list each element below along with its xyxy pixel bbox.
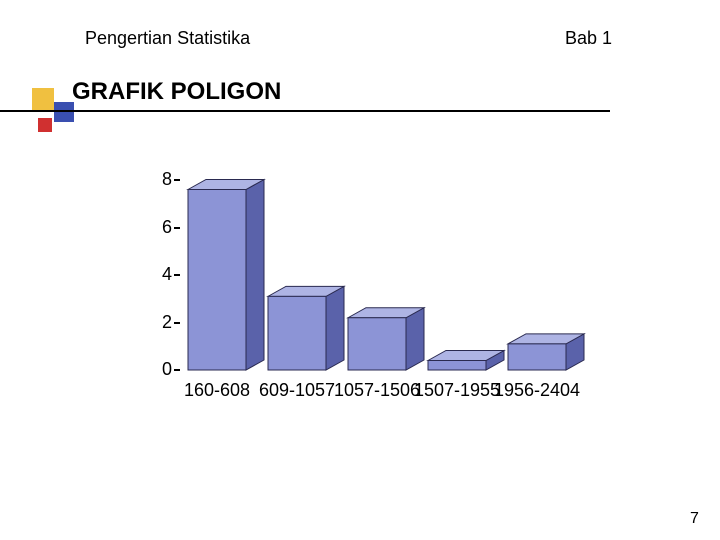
y-tick-label: 4 [146, 264, 172, 285]
header-left: Pengertian Statistika [85, 28, 250, 49]
bar-side [326, 286, 344, 370]
y-tick-label: 8 [146, 169, 172, 190]
bar-side [246, 180, 264, 371]
bar-front [428, 361, 486, 371]
y-tick-mark [174, 227, 180, 229]
deco-square [54, 102, 74, 122]
bar-front [268, 296, 326, 370]
x-category-label: 1507-1955 [412, 380, 502, 401]
slide: Pengertian Statistika Bab 1 GRAFIK POLIG… [0, 0, 720, 540]
y-tick-label: 0 [146, 359, 172, 380]
bar-chart: 0 2 4 6 8 160-608609-10571057-15061507-195519… [130, 170, 600, 430]
x-category-label: 160-608 [172, 380, 262, 401]
y-tick-mark [174, 274, 180, 276]
x-category-label: 1057-1506 [332, 380, 422, 401]
deco-square [32, 88, 54, 110]
bar-front [348, 318, 406, 370]
bar-side [406, 308, 424, 370]
bar-front [188, 190, 246, 371]
y-tick-label: 6 [146, 217, 172, 238]
header-right: Bab 1 [565, 28, 612, 49]
x-category-label: 609-1057 [252, 380, 342, 401]
section-title: GRAFIK POLIGON [72, 78, 281, 106]
page-number: 7 [690, 510, 699, 528]
y-tick-mark [174, 179, 180, 181]
y-tick-label: 2 [146, 312, 172, 333]
y-tick-mark [174, 369, 180, 371]
x-category-label: 1956-2404 [492, 380, 582, 401]
y-tick-mark [174, 322, 180, 324]
deco-square [38, 118, 52, 132]
bar-front [508, 344, 566, 370]
title-rule [0, 110, 610, 112]
